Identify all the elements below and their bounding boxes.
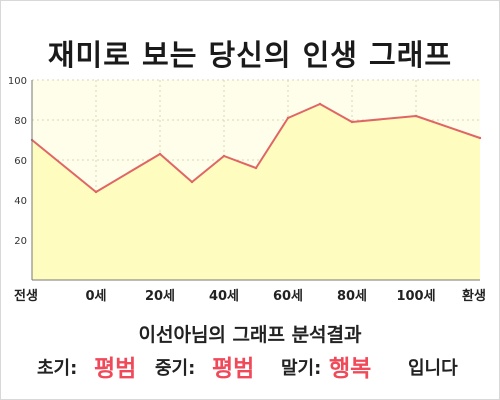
y-tick-label: 40 bbox=[14, 196, 27, 207]
result-ending: 입니다 bbox=[408, 358, 458, 379]
late-label: 말기: bbox=[281, 358, 322, 379]
y-tick-label: 80 bbox=[14, 116, 27, 127]
mid-value: 평범 bbox=[212, 356, 255, 382]
data-point bbox=[350, 120, 354, 124]
early-label: 초기: bbox=[37, 358, 78, 379]
x-tick-label: 0세 bbox=[85, 289, 106, 304]
early-value: 평범 bbox=[94, 356, 137, 382]
x-tick-label: 80세 bbox=[337, 289, 367, 304]
late-value: 행복 bbox=[329, 356, 372, 382]
data-point bbox=[190, 180, 194, 184]
data-point bbox=[254, 166, 258, 170]
y-tick-label: 20 bbox=[14, 236, 27, 247]
data-point bbox=[222, 154, 226, 158]
y-tick-label: 100 bbox=[8, 76, 27, 87]
x-tick-label: 40세 bbox=[209, 289, 239, 304]
x-tick-label: 20세 bbox=[145, 289, 175, 304]
x-tick-label: 환생 bbox=[462, 288, 486, 304]
mid-label: 중기: bbox=[155, 358, 196, 379]
x-tick-label: 60세 bbox=[273, 289, 303, 304]
result-heading: 이선아님의 그래프 분석결과 bbox=[138, 324, 362, 346]
data-point bbox=[158, 152, 162, 156]
x-tick-label: 100세 bbox=[396, 289, 435, 304]
data-point bbox=[94, 190, 98, 194]
y-tick-label: 60 bbox=[14, 156, 27, 167]
data-point bbox=[478, 136, 482, 140]
series-area bbox=[32, 104, 480, 280]
data-point bbox=[414, 114, 418, 118]
x-tick-label: 전생 bbox=[14, 288, 38, 304]
data-point bbox=[318, 102, 322, 106]
result-summary: 초기: 평범 중기: 평범 말기: 행복 입니다 bbox=[0, 348, 500, 382]
chart-title: 재미로 보는 당신의 인생 그래프 bbox=[47, 38, 453, 72]
data-point bbox=[286, 116, 290, 120]
